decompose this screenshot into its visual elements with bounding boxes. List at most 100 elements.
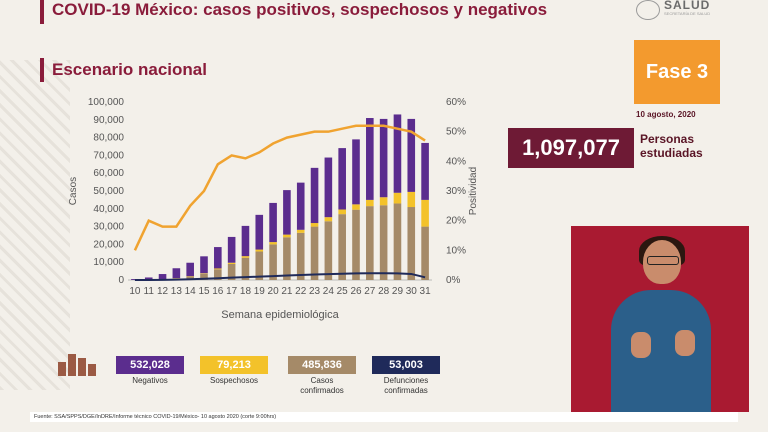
legend-defunciones: 53,003 Defunciones confirmadas <box>372 356 440 396</box>
bar-negativos <box>269 202 277 243</box>
bar-negativos <box>407 118 416 192</box>
bar-sospechosos <box>393 192 402 204</box>
bar-sospechosos <box>407 191 416 208</box>
x-tick-label: 18 <box>240 286 252 297</box>
legend-value: 532,028 <box>116 356 184 374</box>
legend-value: 53,003 <box>372 356 440 374</box>
legend-label: Negativos <box>132 376 168 385</box>
source-footnote: Fuente: SSA/SPPS/DGE/InDRE/Informe técni… <box>30 412 738 422</box>
bar-sospechosos <box>366 199 374 207</box>
bar-casos-confirmados <box>186 276 194 280</box>
bar-sospechosos <box>283 234 291 238</box>
y2-axis-label: Positividad <box>468 167 479 215</box>
bar-sospechosos <box>269 242 277 245</box>
bar-casos-confirmados <box>227 263 236 280</box>
legend-value: 485,836 <box>288 356 356 374</box>
bar-casos-confirmados <box>338 214 346 280</box>
bar-casos-confirmados <box>296 232 305 280</box>
bar-sospechosos <box>421 199 429 227</box>
bar-casos-confirmados <box>283 237 291 280</box>
watermark-decoration <box>0 60 70 390</box>
y-tick-label: 0 <box>118 275 124 286</box>
legend-label: Casos confirmados <box>300 376 344 395</box>
bar-sospechosos <box>379 197 388 206</box>
bar-casos-confirmados <box>310 226 319 280</box>
line-defunciones <box>134 272 426 281</box>
x-tick-label: 28 <box>378 286 390 297</box>
y2-tick-label: 10% <box>446 245 466 256</box>
y2-tick-label: 30% <box>446 186 466 197</box>
bar-casos-confirmados <box>407 207 416 280</box>
y2-tick-label: 0% <box>446 275 461 286</box>
bar-negativos <box>172 268 181 279</box>
y-tick-label: 60,000 <box>93 168 124 179</box>
title-accent-bar <box>40 0 44 24</box>
x-tick-label: 31 <box>420 286 432 297</box>
bar-negativos <box>255 214 264 250</box>
x-tick-label: 10 <box>129 286 141 297</box>
building-icons <box>58 350 100 376</box>
salud-logo: SALUD SECRETARÍA DE SALUD <box>636 0 746 20</box>
y-tick-label: 10,000 <box>93 257 124 268</box>
bar-sospechosos <box>214 268 222 270</box>
seal-icon <box>636 0 660 20</box>
bar-negativos <box>324 157 333 218</box>
bar-casos-confirmados <box>393 203 402 280</box>
logo-subtext: SECRETARÍA DE SALUD <box>664 11 711 16</box>
y-tick-label: 30,000 <box>93 222 124 233</box>
people-studied-label: Personas estudiadas <box>640 132 703 160</box>
sign-language-interpreter <box>571 226 749 412</box>
section-subtitle: Escenario nacional <box>52 60 207 79</box>
bar-casos-confirmados <box>269 244 277 280</box>
legend-confirmados: 485,836 Casos confirmados <box>288 356 356 396</box>
bar-negativos <box>379 118 388 198</box>
bar-negativos <box>283 190 291 235</box>
bar-negativos <box>352 139 360 205</box>
x-tick-label: 15 <box>198 286 210 297</box>
y2-tick-label: 40% <box>446 156 466 167</box>
bar-negativos <box>296 182 305 230</box>
interpreter-body <box>611 290 711 412</box>
bar-sospechosos <box>310 223 319 227</box>
y-axis-label: Casos <box>68 177 79 205</box>
line-positividad <box>133 124 426 251</box>
bar-negativos <box>366 118 374 200</box>
bar-casos-confirmados <box>421 226 429 280</box>
report-date: 10 agosto, 2020 <box>636 110 696 119</box>
legend-negativos: 532,028 Negativos <box>116 356 184 386</box>
subtitle-accent-bar <box>40 58 44 82</box>
bar-negativos <box>186 262 194 277</box>
x-tick-label: 30 <box>406 286 418 297</box>
x-tick-label: 24 <box>323 286 335 297</box>
bar-casos-confirmados <box>324 221 333 280</box>
x-tick-label: 29 <box>392 286 404 297</box>
interpreter-hand-left <box>631 332 651 358</box>
y-tick-label: 80,000 <box>93 133 124 144</box>
y-tick-label: 100,000 <box>88 97 125 108</box>
bar-sospechosos <box>200 273 208 274</box>
x-tick-label: 26 <box>350 286 362 297</box>
y2-tick-label: 50% <box>446 127 466 138</box>
bar-sospechosos <box>241 256 250 258</box>
legend-sospechosos: 79,213 Sospechosos <box>200 356 268 386</box>
glasses-icon <box>647 256 679 265</box>
x-tick-label: 22 <box>295 286 307 297</box>
x-tick-label: 27 <box>364 286 376 297</box>
x-tick-label: 17 <box>226 286 238 297</box>
bar-casos-confirmados <box>366 206 374 280</box>
y2-tick-label: 20% <box>446 216 466 227</box>
bar-negativos <box>310 167 319 224</box>
bar-casos-confirmados <box>200 273 208 280</box>
bar-negativos <box>421 142 429 200</box>
y2-tick-label: 60% <box>446 97 466 108</box>
bar-sospechosos <box>255 249 264 252</box>
y-tick-label: 70,000 <box>93 150 124 161</box>
x-tick-label: 14 <box>185 286 197 297</box>
bar-sospechosos <box>296 229 305 233</box>
bar-negativos <box>144 277 153 280</box>
bar-sospechosos <box>227 262 236 264</box>
page-title: COVID-19 México: casos positivos, sospec… <box>52 0 548 19</box>
x-tick-label: 13 <box>171 286 183 297</box>
phase-badge: Fase 3 <box>634 40 720 104</box>
logo-text: SALUD <box>664 0 711 12</box>
